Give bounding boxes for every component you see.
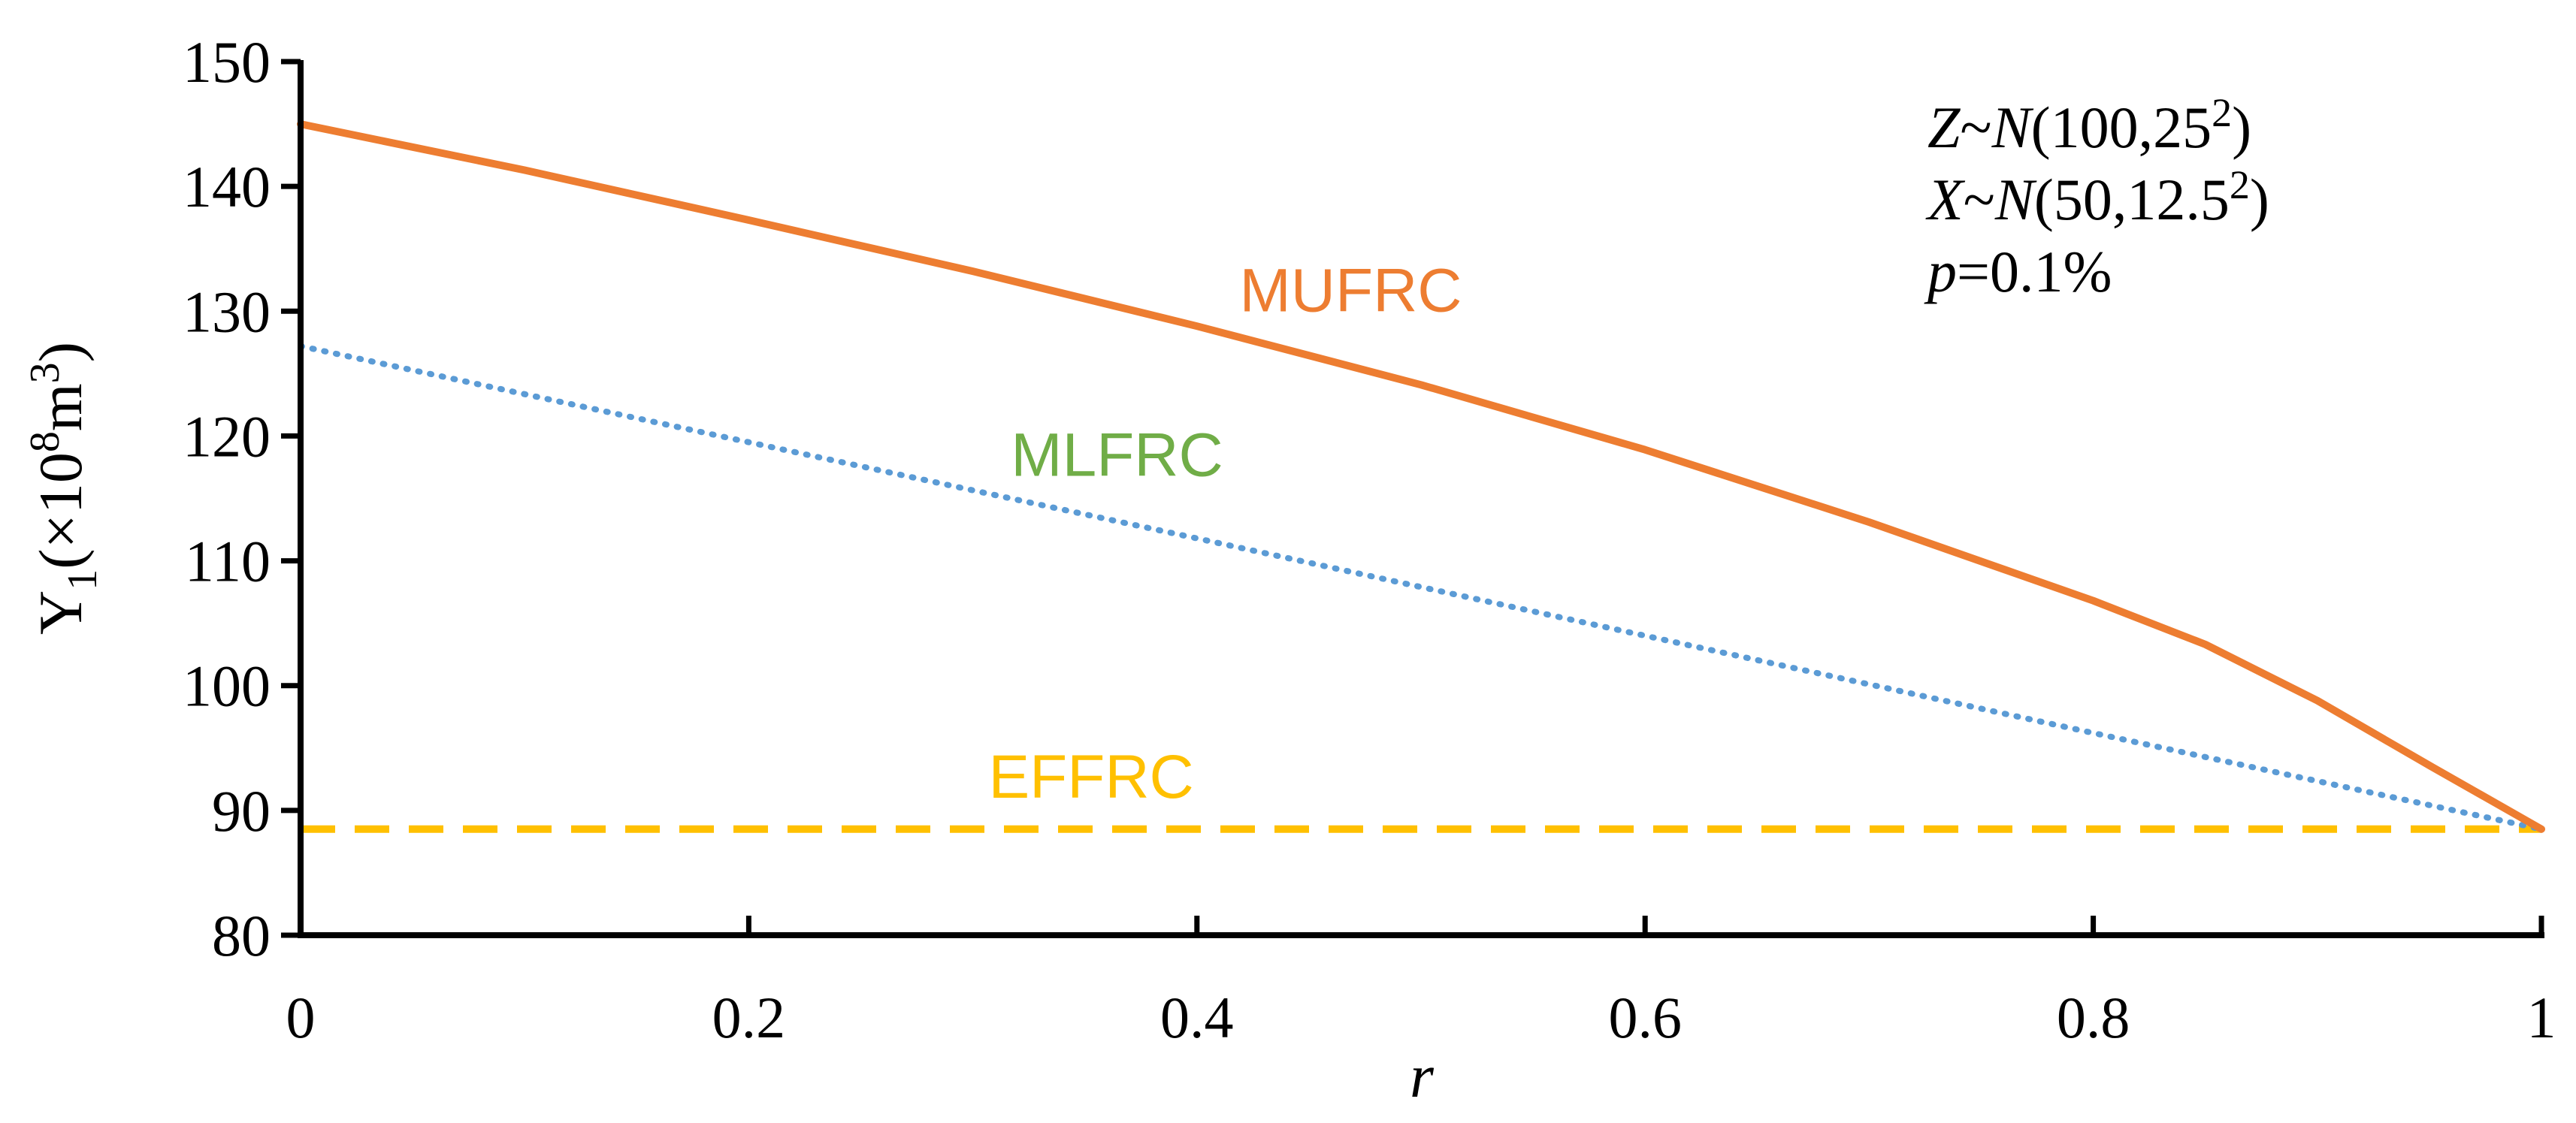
- ticks-layer: 80 90 100 110 120 130 140 150 0 0.2 0.4 0.6 0.8 1: [183, 29, 2556, 1050]
- y-title-unit-close: ): [26, 342, 95, 362]
- y-tick-label: 130: [183, 279, 271, 344]
- series-line-mlfrc: [298, 343, 2544, 832]
- annotation-x-distribution: X~N(50,12.52): [1925, 162, 2269, 232]
- y-title-prefix: Y: [26, 590, 95, 635]
- y-tick-label: 80: [212, 903, 271, 968]
- series-line-mufrc: [297, 120, 2545, 833]
- y-title-unit-mid: m: [26, 383, 95, 431]
- x-tick-label: 1: [2527, 985, 2556, 1050]
- series-layer: [297, 120, 2545, 833]
- x-tick-label: 0.6: [1608, 985, 1682, 1050]
- axes-layer: [298, 60, 2544, 938]
- x-axis-title: r: [1410, 1042, 1435, 1110]
- x-tick-label: 0.4: [1160, 985, 1234, 1050]
- y-tick-label: 100: [183, 654, 271, 719]
- x-tick-label: 0.8: [2057, 985, 2130, 1050]
- x-tick-label: 0.2: [712, 985, 786, 1050]
- y-tick-label: 140: [183, 154, 271, 219]
- y-tick-label: 150: [183, 29, 271, 95]
- x-tick-label: 0: [286, 985, 316, 1050]
- y-axis-title: Y1(×108m3): [22, 342, 106, 635]
- y-tick-label: 90: [212, 778, 271, 844]
- y-title-sub: 1: [59, 569, 106, 590]
- annotation-p-value: p=0.1%: [1924, 239, 2112, 304]
- series-label-mufrc: MUFRC: [1239, 256, 1462, 325]
- y-title-unit-exp2: 3: [22, 362, 68, 383]
- series-label-effrc: EFFRC: [988, 743, 1193, 811]
- y-title-unit-exp: 8: [22, 431, 68, 452]
- annotation-z-distribution: Z~N(100,252): [1927, 90, 2251, 160]
- y-tick-label: 110: [185, 529, 271, 594]
- y-tick-label: 120: [183, 403, 271, 469]
- series-label-mlfrc: MLFRC: [1011, 421, 1223, 490]
- y-title-unit-open: (×10: [26, 452, 95, 569]
